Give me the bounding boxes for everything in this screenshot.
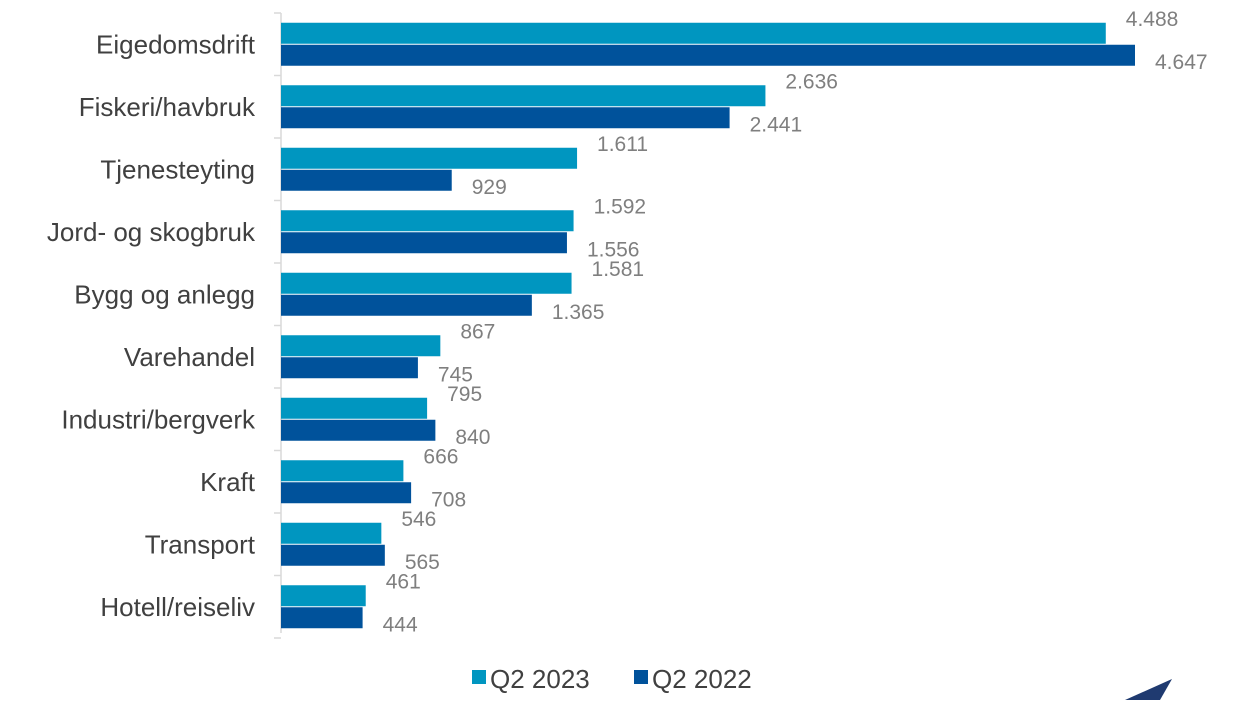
category-label: Hotell/reiseliv (100, 592, 255, 622)
bar-q2-2022 (281, 44, 1135, 66)
data-label: 867 (460, 320, 495, 343)
category-axis-ticks (274, 12, 281, 639)
category-label: Varehandel (124, 342, 255, 372)
data-label: 2.636 (785, 70, 838, 93)
bar-q2-2022 (281, 169, 452, 191)
data-label: 461 (386, 570, 421, 593)
bar-q2-2022 (281, 232, 567, 254)
category-label: Bygg og anlegg (74, 279, 255, 309)
bar-q2-2023 (281, 147, 578, 169)
bars-group (281, 22, 1135, 629)
bar-q2-2023 (281, 585, 366, 607)
legend-label: Q2 2022 (652, 664, 752, 694)
data-label: 1.556 (587, 238, 640, 261)
category-label: Kraft (200, 467, 256, 497)
labels-group: Eigedomsdrift 4.488 4.647 Fiskeri/havbruk 2.… (47, 8, 1208, 637)
bar-q2-2022 (281, 357, 418, 379)
data-label: 2.441 (750, 113, 803, 136)
bar-q2-2023 (281, 210, 574, 232)
bar-q2-2023 (281, 460, 404, 482)
bar-q2-2023 (281, 272, 572, 294)
data-label: 4.647 (1155, 51, 1208, 74)
bar-q2-2023 (281, 397, 428, 419)
bar-q2-2022 (281, 294, 532, 316)
legend-label: Q2 2023 (490, 664, 590, 694)
data-label: 929 (472, 176, 507, 199)
data-label: 840 (455, 426, 490, 449)
corner-arrow-icon (1125, 679, 1172, 700)
data-label: 708 (431, 488, 466, 511)
data-label: 666 (423, 445, 458, 468)
legend: Q2 2023 Q2 2022 (472, 664, 752, 694)
category-label: Industri/bergverk (61, 404, 256, 434)
bar-q2-2022 (281, 419, 436, 441)
bar-q2-2023 (281, 85, 766, 107)
bar-q2-2022 (281, 607, 363, 629)
bar-q2-2022 (281, 107, 730, 129)
data-label: 565 (405, 551, 440, 574)
category-label: Tjenesteyting (100, 154, 255, 184)
data-label: 795 (447, 383, 482, 406)
data-label: 1.611 (597, 133, 648, 156)
bar-q2-2022 (281, 544, 385, 566)
data-label: 1.581 (592, 258, 645, 281)
category-label: Transport (145, 529, 256, 559)
data-label: 745 (438, 363, 473, 386)
data-label: 546 (401, 508, 436, 531)
data-label: 444 (383, 613, 418, 636)
data-label: 1.365 (552, 301, 605, 324)
category-label: Fiskeri/havbruk (79, 92, 256, 122)
legend-swatch (634, 670, 648, 684)
legend-swatch (472, 670, 486, 684)
bar-q2-2023 (281, 22, 1106, 44)
category-label: Eigedomsdrift (96, 29, 256, 59)
bar-q2-2022 (281, 482, 412, 504)
category-label: Jord- og skogbruk (47, 217, 256, 247)
data-label: 4.488 (1126, 8, 1179, 31)
data-label: 1.592 (594, 195, 647, 218)
bar-q2-2023 (281, 335, 441, 357)
bar-q2-2023 (281, 522, 382, 544)
